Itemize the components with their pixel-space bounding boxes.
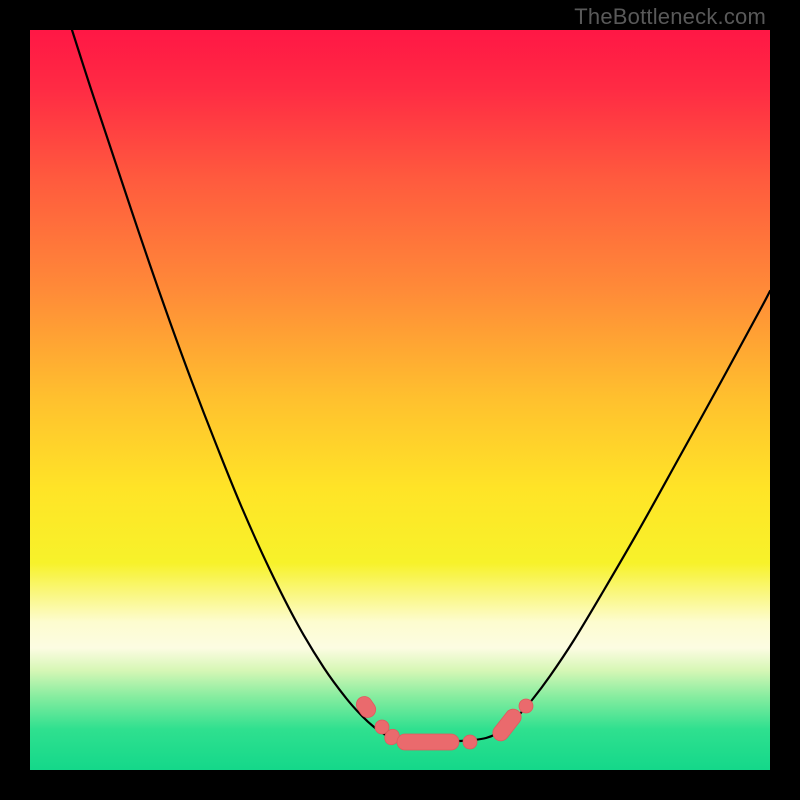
marker-pill: [397, 734, 459, 750]
watermark-text: TheBottleneck.com: [574, 4, 766, 30]
plot-background: [30, 30, 770, 770]
chart-frame: TheBottleneck.com: [0, 0, 800, 800]
marker-dot: [519, 699, 533, 713]
marker-dot: [463, 735, 477, 749]
chart-svg: [0, 0, 800, 800]
